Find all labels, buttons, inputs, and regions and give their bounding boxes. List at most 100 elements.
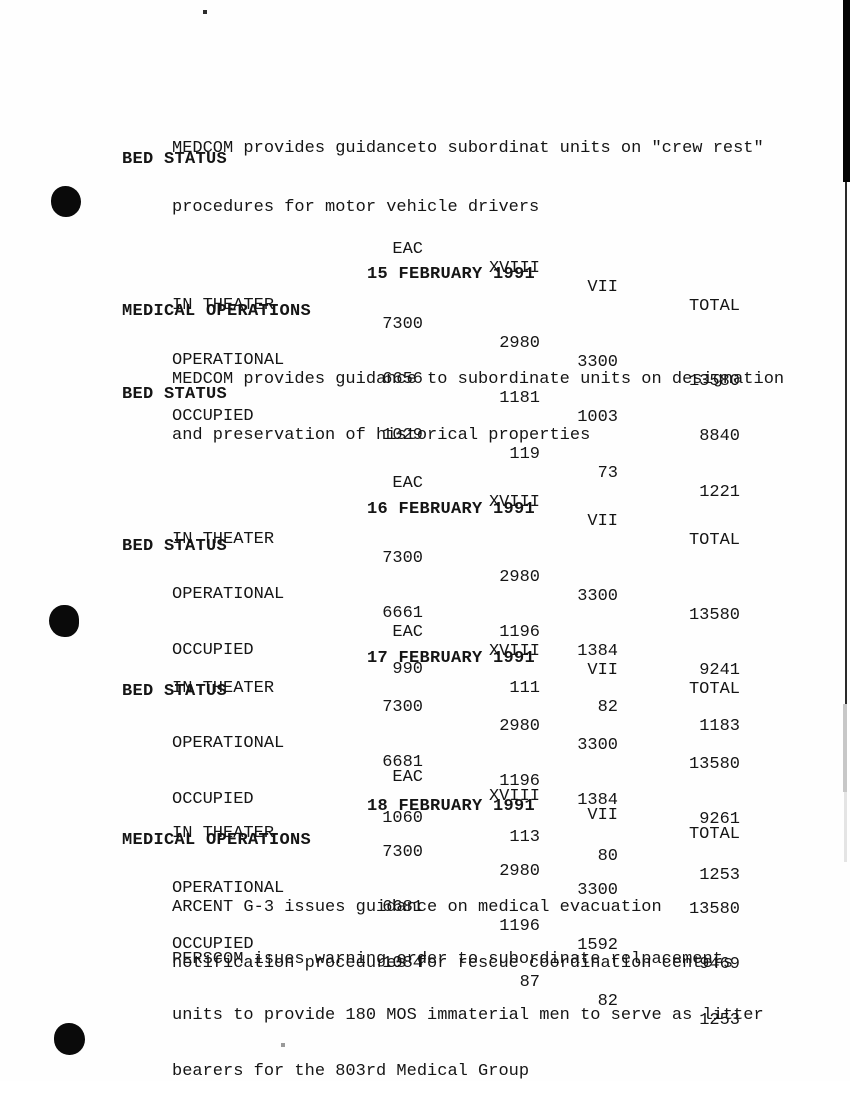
table-cell: 7300 bbox=[382, 548, 423, 568]
table-cell: 1196 bbox=[499, 623, 540, 642]
table-cell: 6661 bbox=[382, 604, 423, 623]
column-header-xviii: XVIII bbox=[488, 787, 540, 806]
table-cell: 1003 bbox=[577, 408, 618, 427]
table-row: IN THEATER 7300 2980 3300 13580 bbox=[122, 511, 802, 625]
table-row: OPERATIONAL 6681 1196 1592 9469 bbox=[122, 860, 802, 974]
scan-edge-artifact bbox=[845, 182, 847, 704]
table-cell: 3300 bbox=[577, 352, 618, 372]
paragraph-crew-rest: MEDCOM provides guidanceto subordinat un… bbox=[172, 100, 764, 256]
table-row: OCCUPIED 1060 113 80 1253 bbox=[122, 771, 802, 885]
table-cell: 1084 bbox=[382, 953, 423, 973]
table-cell: 9261 bbox=[699, 810, 740, 829]
scan-edge-artifact bbox=[843, 704, 847, 792]
column-header-total: TOTAL bbox=[688, 297, 740, 316]
table-cell: 1060 bbox=[382, 808, 423, 828]
table-header-row: EAC XVIII VII TOTAL bbox=[122, 221, 802, 316]
table-cell: 6656 bbox=[382, 370, 423, 389]
table-row: IN THEATER 7300 2980 3300 13580 bbox=[122, 660, 802, 774]
heading-bed-status-3: BED STATUS bbox=[122, 537, 228, 556]
table-cell: 2980 bbox=[499, 567, 540, 587]
date-heading-15-feb: 15 FEBRUARY 1991 bbox=[367, 265, 536, 284]
table-cell: 119 bbox=[509, 444, 540, 464]
table-cell: 13580 bbox=[688, 754, 740, 774]
date-heading-18-feb: 18 FEBRUARY 1991 bbox=[367, 797, 536, 816]
paragraph-arcent: ARCENT G-3 issues guidance on medical ev… bbox=[172, 861, 733, 1011]
paragraph-line: procedures for motor vehicle drivers bbox=[172, 198, 540, 217]
table-cell: 3300 bbox=[577, 735, 618, 755]
table-cell: 7300 bbox=[382, 314, 423, 334]
paragraph-historical: MEDCOM provides guidance to subordinate … bbox=[172, 333, 784, 483]
column-header-vii: VII bbox=[587, 806, 618, 825]
bed-status-table-4: EAC XVIII VII TOTAL IN THEATER 7300 2980… bbox=[122, 711, 802, 1030]
table-cell: 7300 bbox=[382, 842, 423, 862]
table-cell: 1196 bbox=[499, 917, 540, 936]
hole-punch-mark bbox=[54, 1023, 85, 1055]
table-header-row: EAC XVIII VII TOTAL bbox=[122, 455, 802, 550]
column-header-xviii: XVIII bbox=[488, 259, 540, 278]
hole-punch-mark bbox=[49, 605, 79, 637]
paragraph-line: bearers for the 803rd Medical Group bbox=[172, 1062, 530, 1081]
column-header-eac: EAC bbox=[392, 623, 423, 642]
paragraph-line: MEDCOM provides guidance to subordinate … bbox=[172, 370, 785, 389]
table-cell: 82 bbox=[597, 991, 618, 1011]
table-row: OPERATIONAL 6661 1196 1384 9241 bbox=[122, 566, 802, 680]
scan-speck bbox=[203, 10, 207, 14]
heading-medical-operations-1: MEDICAL OPERATIONS bbox=[122, 302, 312, 321]
table-cell: 1221 bbox=[699, 482, 740, 502]
date-heading-16-feb: 16 FEBRUARY 1991 bbox=[367, 500, 536, 519]
hole-punch-mark bbox=[51, 186, 81, 217]
row-label: OCCUPIED bbox=[172, 640, 254, 660]
table-cell: 3300 bbox=[577, 586, 618, 606]
table-header-row: EAC XVIII VII TOTAL bbox=[122, 749, 802, 844]
table-row: OPERATIONAL 6681 1196 1384 9261 bbox=[122, 715, 802, 829]
table-cell: 8840 bbox=[699, 427, 740, 446]
column-header-vii: VII bbox=[587, 661, 618, 680]
row-label: IN THEATER bbox=[172, 529, 275, 549]
table-cell: 82 bbox=[597, 697, 618, 717]
table-row: OCCUPIED 990 111 82 1183 bbox=[122, 622, 802, 736]
table-cell: 1196 bbox=[499, 772, 540, 791]
paragraph-line: MEDCOM provides guidanceto subordinat un… bbox=[172, 139, 764, 158]
table-cell: 1384 bbox=[577, 791, 618, 810]
table-row: OPERATIONAL 6656 1181 1003 8840 bbox=[122, 332, 802, 446]
table-row: OCCUPIED 1029 119 73 1221 bbox=[122, 388, 802, 502]
table-cell: 9469 bbox=[699, 955, 740, 974]
table-cell: 2980 bbox=[499, 333, 540, 353]
scan-speck bbox=[281, 1043, 285, 1047]
table-cell: 113 bbox=[509, 827, 540, 847]
table-cell: 1181 bbox=[499, 389, 540, 408]
row-label: IN THEATER bbox=[172, 295, 275, 315]
heading-bed-status-2: BED STATUS bbox=[122, 385, 228, 404]
paragraph-perscom: PERSCOM isues warning order to subordina… bbox=[172, 913, 764, 1119]
table-cell: 1029 bbox=[382, 425, 423, 445]
row-label: OPERATIONAL bbox=[172, 351, 285, 370]
column-header-eac: EAC bbox=[392, 768, 423, 787]
table-cell: 2980 bbox=[499, 861, 540, 881]
table-cell: 87 bbox=[519, 972, 540, 992]
row-label: IN THEATER bbox=[172, 823, 275, 843]
column-header-xviii: XVIII bbox=[488, 493, 540, 512]
row-label: OCCUPIED bbox=[172, 934, 254, 954]
table-cell: 7300 bbox=[382, 697, 423, 717]
heading-bed-status-4: BED STATUS bbox=[122, 682, 228, 701]
table-cell: 1183 bbox=[699, 716, 740, 736]
heading-bed-status-1: BED STATUS bbox=[122, 150, 228, 169]
scan-edge-artifact bbox=[844, 792, 847, 862]
row-label: OCCUPIED bbox=[172, 789, 254, 809]
scan-edge-artifact bbox=[843, 0, 850, 182]
heading-medical-operations-2: MEDICAL OPERATIONS bbox=[122, 831, 312, 850]
paragraph-line: PERSCOM isues warning order to subordina… bbox=[172, 950, 723, 969]
table-cell: 2980 bbox=[499, 716, 540, 736]
paragraph-line: units to provide 180 MOS immaterial men … bbox=[172, 1006, 764, 1025]
paragraph-line: ARCENT G-3 issues guidance on medical ev… bbox=[172, 898, 662, 917]
row-label: OPERATIONAL bbox=[172, 879, 285, 898]
table-cell: 6681 bbox=[382, 753, 423, 772]
table-cell: 80 bbox=[597, 846, 618, 866]
column-header-total: TOTAL bbox=[688, 531, 740, 550]
table-cell: 73 bbox=[597, 463, 618, 483]
table-cell: 6681 bbox=[382, 898, 423, 917]
table-cell: 1592 bbox=[577, 936, 618, 955]
column-header-eac: EAC bbox=[392, 240, 423, 259]
column-header-total: TOTAL bbox=[688, 825, 740, 844]
table-cell: 13580 bbox=[688, 605, 740, 625]
